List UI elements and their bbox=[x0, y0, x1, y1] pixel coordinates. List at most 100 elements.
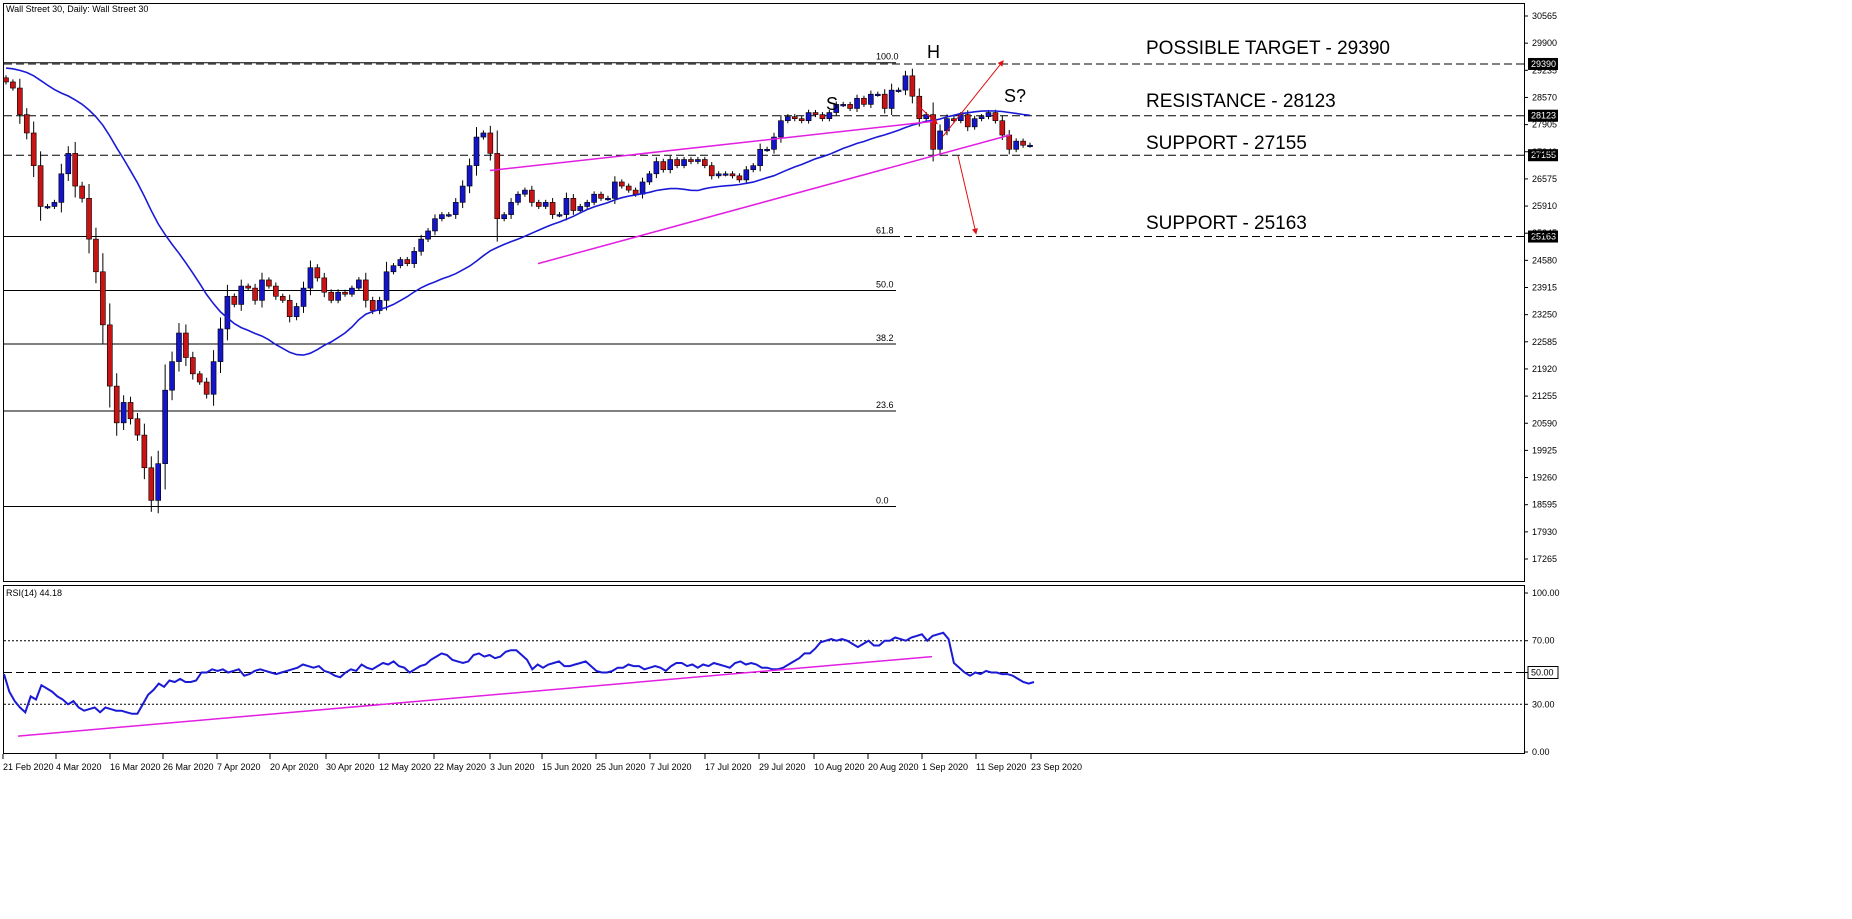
candle-bearish bbox=[314, 267, 321, 279]
price-tick-label: 25910 bbox=[1532, 201, 1557, 211]
candle-bearish bbox=[79, 185, 85, 199]
level-price-tag bbox=[1528, 57, 1558, 70]
candle-bearish bbox=[618, 181, 625, 187]
candle-bullish bbox=[646, 173, 653, 183]
candle-bullish bbox=[937, 130, 943, 150]
level-price-tag bbox=[1528, 149, 1558, 162]
candle-bearish bbox=[632, 189, 639, 195]
rsi-tick-label: 70.00 bbox=[1532, 636, 1555, 646]
candle-bullish bbox=[750, 165, 757, 171]
candle-bearish bbox=[812, 112, 819, 115]
price-tick-label: 28570 bbox=[1532, 92, 1557, 102]
pattern-label-head: H bbox=[927, 42, 940, 62]
candle-bearish bbox=[266, 279, 272, 287]
candle-bearish bbox=[3, 77, 9, 83]
candle-bearish bbox=[819, 114, 826, 119]
candle-bullish bbox=[155, 463, 162, 501]
time-tick-label: 1 Sep 2020 bbox=[922, 762, 968, 772]
candle-bearish bbox=[127, 402, 134, 420]
candle-bearish bbox=[113, 385, 120, 424]
fib-label: 23.6 bbox=[876, 400, 894, 410]
candle-bullish bbox=[1013, 140, 1019, 150]
rsi-line bbox=[3, 631, 1035, 715]
fib-label: 61.8 bbox=[876, 226, 894, 236]
rsi-tick-label: 100.00 bbox=[1532, 588, 1560, 598]
candle-bullish bbox=[452, 202, 459, 215]
candle-bearish bbox=[245, 285, 251, 289]
candle-bearish bbox=[23, 114, 30, 134]
time-tick-label: 10 Aug 2020 bbox=[814, 762, 865, 772]
note-resistance: RESISTANCE - 28123 bbox=[1146, 91, 1336, 112]
candle-bearish bbox=[549, 202, 556, 215]
candle-bearish bbox=[964, 114, 971, 128]
candle-bullish bbox=[1027, 144, 1033, 148]
candle-bullish bbox=[210, 361, 217, 395]
time-tick-label: 26 Mar 2020 bbox=[163, 762, 214, 772]
time-tick-label: 4 Mar 2020 bbox=[56, 762, 102, 772]
candle-bearish bbox=[141, 434, 148, 469]
candle-bearish bbox=[404, 259, 411, 264]
candle-bearish bbox=[847, 104, 853, 109]
candle-bullish bbox=[176, 332, 182, 362]
candle-bullish bbox=[785, 116, 791, 122]
candle-bullish bbox=[826, 112, 833, 119]
level-price-tag bbox=[1528, 230, 1558, 243]
candle-bullish bbox=[376, 300, 383, 311]
projection-arrow bbox=[942, 60, 1004, 137]
candle-bearish bbox=[72, 153, 78, 187]
candle-bearish bbox=[321, 277, 328, 293]
level-price-tag bbox=[1528, 109, 1558, 122]
note-support-1: SUPPORT - 27155 bbox=[1146, 133, 1307, 154]
fib-label: 50.0 bbox=[876, 280, 894, 290]
level-price-tag-label: 28123 bbox=[1531, 111, 1556, 121]
candle-bullish bbox=[515, 193, 521, 203]
candle-bullish bbox=[501, 214, 507, 220]
candle-bullish bbox=[743, 169, 750, 181]
time-tick-label: 20 Apr 2020 bbox=[270, 762, 319, 772]
candle-bearish bbox=[702, 159, 708, 166]
candle-bullish bbox=[840, 104, 846, 107]
time-tick-label: 15 Jun 2020 bbox=[542, 762, 592, 772]
chart-title: Wall Street 30, Daily: Wall Street 30 bbox=[6, 4, 148, 14]
lower-trendline bbox=[537, 134, 1011, 265]
candle-bullish bbox=[508, 202, 514, 215]
candle-bearish bbox=[37, 165, 44, 207]
time-tick-label: 22 May 2020 bbox=[434, 762, 486, 772]
candle-bearish bbox=[342, 291, 348, 295]
time-tick-label: 7 Jul 2020 bbox=[650, 762, 692, 772]
level-price-tag-label: 27155 bbox=[1531, 150, 1556, 160]
candle-bullish bbox=[120, 402, 127, 424]
price-tick-label: 19260 bbox=[1532, 473, 1557, 483]
candle-bullish bbox=[895, 89, 902, 92]
price-axis: 30565 29900 29235 28570 27905 27240 26575 25910… bbox=[1524, 11, 1557, 564]
level-price-tag-label: 25163 bbox=[1531, 232, 1556, 242]
candle-bearish bbox=[999, 120, 1006, 136]
time-tick-label: 12 May 2020 bbox=[379, 762, 431, 772]
candle-bearish bbox=[134, 418, 141, 436]
candle-bearish bbox=[688, 159, 694, 162]
candle-bullish bbox=[439, 214, 445, 220]
candle-bearish bbox=[791, 116, 798, 119]
candle-bullish bbox=[480, 132, 487, 138]
candle-bullish bbox=[695, 159, 701, 162]
candle-bullish bbox=[411, 251, 418, 264]
candle-bearish bbox=[494, 153, 501, 220]
candle-bullish bbox=[356, 279, 362, 289]
candle-bullish bbox=[162, 389, 168, 464]
price-tick-label: 21255 bbox=[1532, 391, 1557, 401]
rsi-label: RSI(14) 44.18 bbox=[6, 588, 62, 598]
candle-bullish bbox=[335, 291, 341, 301]
candle-bullish bbox=[778, 120, 784, 138]
candle-bearish bbox=[1020, 140, 1026, 146]
time-tick-label: 25 Jun 2020 bbox=[596, 762, 646, 772]
candle-bullish bbox=[556, 214, 563, 217]
candle-bullish bbox=[771, 136, 777, 150]
time-tick-label: 11 Sep 2020 bbox=[976, 762, 1026, 772]
candle-bearish bbox=[279, 295, 286, 301]
time-tick-label: 29 Jul 2020 bbox=[759, 762, 806, 772]
projection-arrows bbox=[916, 60, 1004, 235]
candle-bullish bbox=[639, 181, 646, 195]
price-tick-label: 24580 bbox=[1532, 255, 1557, 265]
fib-label: 38.2 bbox=[876, 333, 894, 343]
candle-bearish bbox=[736, 175, 743, 181]
